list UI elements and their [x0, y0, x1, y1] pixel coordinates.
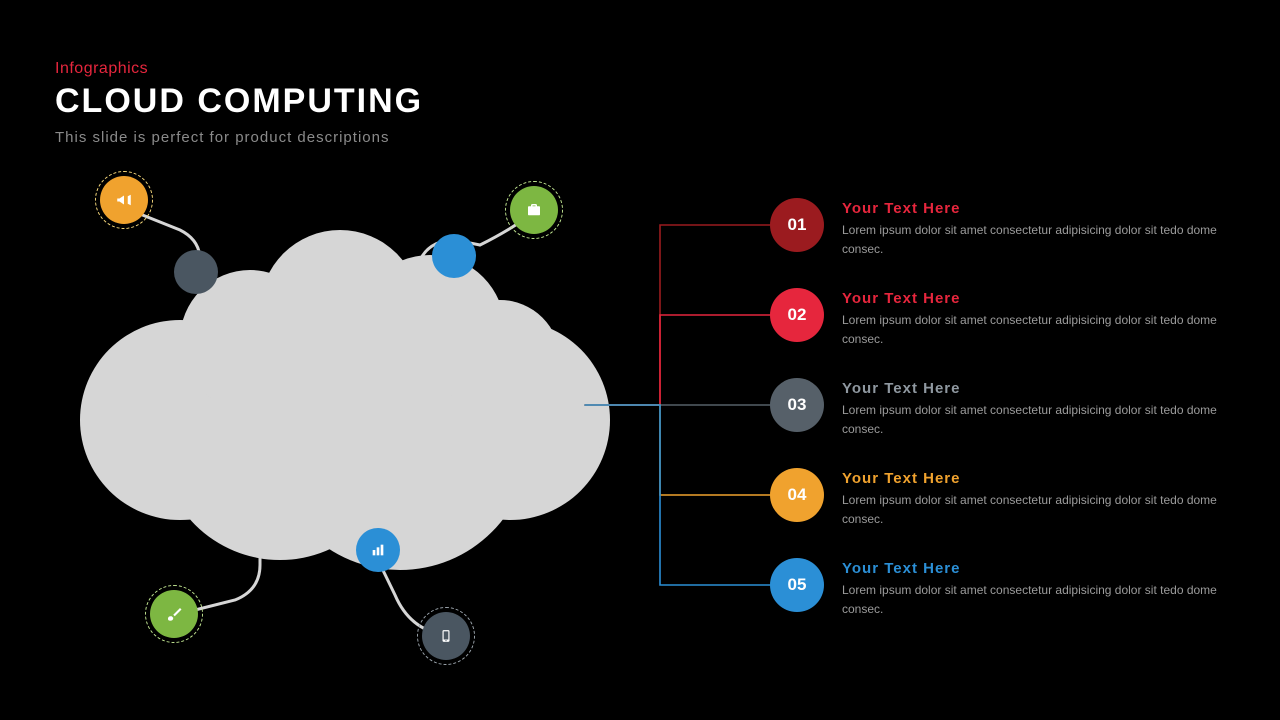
item-number: 02 [770, 288, 824, 342]
item-title: Your Text Here [842, 380, 1222, 397]
phone-icon [422, 612, 470, 660]
node-dot [174, 250, 218, 294]
item-number: 05 [770, 558, 824, 612]
megaphone-icon [100, 176, 148, 224]
item-title: Your Text Here [842, 200, 1222, 217]
brush-icon [150, 590, 198, 638]
list-item: 04 Your Text Here Lorem ipsum dolor sit … [770, 468, 1240, 558]
item-desc: Lorem ipsum dolor sit amet consectetur a… [842, 311, 1222, 348]
item-title: Your Text Here [842, 290, 1222, 307]
item-desc: Lorem ipsum dolor sit amet consectetur a… [842, 581, 1222, 618]
list-item: 03 Your Text Here Lorem ipsum dolor sit … [770, 378, 1240, 468]
list-item: 02 Your Text Here Lorem ipsum dolor sit … [770, 288, 1240, 378]
item-number: 01 [770, 198, 824, 252]
item-number: 04 [770, 468, 824, 522]
list-item: 05 Your Text Here Lorem ipsum dolor sit … [770, 558, 1240, 648]
list-item: 01 Your Text Here Lorem ipsum dolor sit … [770, 198, 1240, 288]
chart-icon [356, 528, 400, 572]
item-desc: Lorem ipsum dolor sit amet consectetur a… [842, 221, 1222, 258]
item-title: Your Text Here [842, 560, 1222, 577]
item-desc: Lorem ipsum dolor sit amet consectetur a… [842, 401, 1222, 438]
item-desc: Lorem ipsum dolor sit amet consectetur a… [842, 491, 1222, 528]
node-dot [432, 234, 476, 278]
item-number: 03 [770, 378, 824, 432]
item-title: Your Text Here [842, 470, 1222, 487]
briefcase-icon [510, 186, 558, 234]
item-list: 01 Your Text Here Lorem ipsum dolor sit … [770, 198, 1240, 648]
